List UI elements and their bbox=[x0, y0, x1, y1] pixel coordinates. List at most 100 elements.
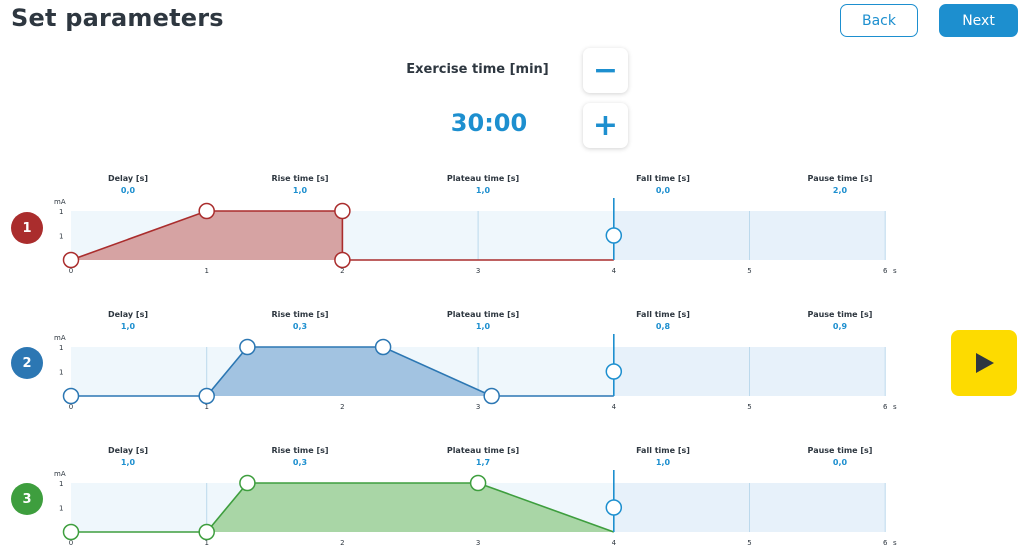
channel-2: 2 Delay [s] 1,0 Rise time [s] 0,3 Plateau … bbox=[0, 304, 1024, 439]
param-rise-time[interactable]: Rise time [s] 0,3 bbox=[230, 446, 370, 467]
waveform-fill bbox=[71, 347, 614, 396]
channel-badge: 3 bbox=[11, 483, 43, 515]
x-tick-label: 5 bbox=[747, 403, 751, 411]
param-value: 0,8 bbox=[655, 322, 671, 331]
waveform-handle[interactable] bbox=[334, 251, 351, 269]
param-plateau-time[interactable]: Plateau time [s] 1,0 bbox=[413, 174, 553, 195]
param-label: Pause time [s] bbox=[807, 174, 873, 183]
param-label: Delay [s] bbox=[107, 446, 149, 455]
param-label: Plateau time [s] bbox=[446, 446, 520, 455]
param-delay[interactable]: Delay [s] 1,0 bbox=[58, 446, 198, 467]
y-tick-label: 1 bbox=[59, 505, 63, 513]
param-pause-time[interactable]: Pause time [s] 0,9 bbox=[770, 310, 910, 331]
waveform-handle[interactable] bbox=[469, 474, 487, 492]
param-value: 1,0 bbox=[120, 322, 136, 331]
page-title: Set parameters bbox=[11, 4, 224, 32]
play-icon bbox=[976, 353, 994, 373]
param-fall-time[interactable]: Fall time [s] 1,0 bbox=[593, 446, 733, 467]
param-plateau-time[interactable]: Plateau time [s] 1,7 bbox=[413, 446, 553, 467]
y-unit-label: mA bbox=[54, 334, 66, 342]
waveform-handle[interactable] bbox=[374, 338, 392, 356]
x-tick-label: 1 bbox=[204, 539, 208, 547]
x-tick-label: 6 bbox=[883, 539, 888, 547]
param-delay[interactable]: Delay [s] 0,0 bbox=[58, 174, 198, 195]
param-delay[interactable]: Delay [s] 1,0 bbox=[58, 310, 198, 331]
pause-handle[interactable] bbox=[605, 227, 623, 244]
x-unit-label: s bbox=[893, 539, 897, 547]
param-rise-time[interactable]: Rise time [s] 0,3 bbox=[230, 310, 370, 331]
y-tick-label: 1 bbox=[59, 208, 63, 216]
plus-icon: + bbox=[592, 107, 619, 143]
param-label: Delay [s] bbox=[107, 174, 149, 183]
x-tick-label: 3 bbox=[476, 267, 480, 275]
param-plateau-time[interactable]: Plateau time [s] 1,0 bbox=[413, 310, 553, 331]
param-value: 0,0 bbox=[120, 186, 136, 195]
y-tick-label: 1 bbox=[59, 233, 63, 241]
increase-time-button[interactable]: + bbox=[583, 103, 628, 148]
next-button[interactable]: Next bbox=[939, 4, 1018, 37]
play-button[interactable] bbox=[951, 330, 1017, 396]
param-pause-time[interactable]: Pause time [s] 2,0 bbox=[770, 174, 910, 195]
param-label: Plateau time [s] bbox=[446, 310, 520, 319]
x-unit-label: s bbox=[893, 267, 897, 275]
x-tick-label: 4 bbox=[612, 539, 617, 547]
y-tick-label: 1 bbox=[59, 480, 63, 488]
channel-badge: 1 bbox=[11, 212, 43, 244]
waveform-fill bbox=[71, 483, 614, 532]
waveform-handle[interactable] bbox=[239, 474, 256, 492]
channel-1: 1 Delay [s] 0,0 Rise time [s] 1,0 Plateau … bbox=[0, 168, 1024, 303]
param-value: 1,0 bbox=[655, 458, 671, 467]
x-tick-label: 3 bbox=[476, 403, 480, 411]
param-label: Rise time [s] bbox=[271, 446, 329, 455]
param-fall-time[interactable]: Fall time [s] 0,8 bbox=[593, 310, 733, 331]
param-label: Rise time [s] bbox=[271, 174, 329, 183]
param-value: 0,3 bbox=[292, 322, 308, 331]
param-pause-time[interactable]: Pause time [s] 0,0 bbox=[770, 446, 910, 467]
x-unit-label: s bbox=[893, 403, 897, 411]
y-unit-label: mA bbox=[54, 198, 66, 206]
waveform-handle[interactable] bbox=[62, 251, 80, 269]
pause-handle[interactable] bbox=[605, 499, 623, 516]
x-tick-label: 0 bbox=[69, 539, 73, 547]
waveform-handle[interactable] bbox=[62, 523, 80, 541]
x-tick-label: 2 bbox=[340, 267, 344, 275]
minus-icon: − bbox=[592, 52, 619, 88]
waveform-handle[interactable] bbox=[198, 387, 215, 405]
waveform-graph[interactable]: mA 1 1 0 1 2 3 4 5 6 s bbox=[0, 466, 1024, 556]
param-value: 1,0 bbox=[292, 186, 308, 195]
x-tick-label: 5 bbox=[747, 539, 751, 547]
param-label: Plateau time [s] bbox=[446, 174, 520, 183]
waveform-handle[interactable] bbox=[239, 338, 256, 356]
waveform-handle[interactable] bbox=[483, 387, 500, 405]
param-rise-time[interactable]: Rise time [s] 1,0 bbox=[230, 174, 370, 195]
param-value: 0,9 bbox=[832, 322, 848, 331]
param-fall-time[interactable]: Fall time [s] 0,0 bbox=[593, 174, 733, 195]
x-tick-label: 4 bbox=[612, 267, 617, 275]
exercise-time-label: Exercise time [min] bbox=[406, 62, 549, 77]
y-tick-label: 1 bbox=[59, 369, 63, 377]
x-tick-label: 4 bbox=[612, 403, 617, 411]
param-value: 2,0 bbox=[832, 186, 848, 195]
x-tick-label: 0 bbox=[69, 403, 73, 411]
x-tick-label: 3 bbox=[476, 539, 480, 547]
x-tick-label: 5 bbox=[747, 267, 751, 275]
waveform-handle[interactable] bbox=[62, 387, 80, 405]
decrease-time-button[interactable]: − bbox=[583, 48, 628, 93]
pause-handle[interactable] bbox=[605, 363, 623, 380]
waveform-handle[interactable] bbox=[334, 202, 351, 220]
x-tick-label: 1 bbox=[204, 267, 208, 275]
param-label: Delay [s] bbox=[107, 310, 149, 319]
x-tick-label: 2 bbox=[340, 539, 344, 547]
param-label: Pause time [s] bbox=[807, 446, 873, 455]
param-label: Pause time [s] bbox=[807, 310, 873, 319]
back-button[interactable]: Back bbox=[840, 4, 918, 37]
param-value: 0,0 bbox=[832, 458, 848, 467]
x-tick-label: 2 bbox=[340, 403, 344, 411]
waveform-handle[interactable] bbox=[198, 523, 215, 541]
waveform-handle[interactable] bbox=[198, 202, 215, 220]
param-value: 1,0 bbox=[475, 322, 491, 331]
waveform-graph[interactable]: mA 1 1 0 1 2 3 4 5 6 s bbox=[0, 330, 1024, 440]
param-value: 1,7 bbox=[475, 458, 491, 467]
waveform-graph[interactable]: mA 1 1 0 1 2 3 4 5 6 s bbox=[0, 194, 1024, 304]
x-tick-label: 1 bbox=[204, 403, 208, 411]
